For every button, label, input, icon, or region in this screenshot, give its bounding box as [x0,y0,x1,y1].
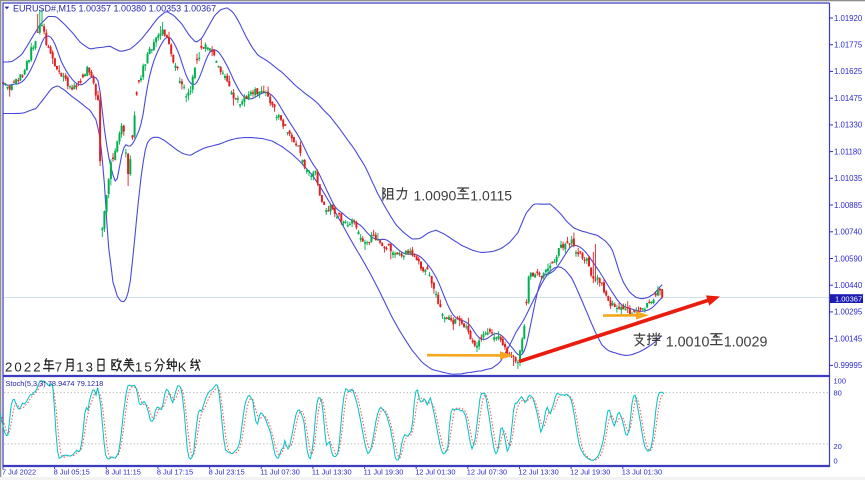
svg-text:1.01625: 1.01625 [834,67,863,76]
svg-text:13 Jul 01:30: 13 Jul 01:30 [622,468,662,477]
svg-text:EURUSD#,M15 1.00357 1.00380 1.: EURUSD#,M15 1.00357 1.00380 1.00353 1.00… [13,3,216,13]
svg-text:20: 20 [834,442,842,451]
svg-text:8 Jul 23:15: 8 Jul 23:15 [209,468,245,477]
svg-text:0.99995: 0.99995 [834,361,863,370]
svg-text:8 Jul 05:15: 8 Jul 05:15 [54,468,90,477]
svg-text:1.00145: 1.00145 [834,334,863,343]
svg-text:7: 7 [55,360,64,375]
svg-text:1.00440: 1.00440 [834,281,863,290]
svg-text:1.00295: 1.00295 [834,308,863,317]
svg-text:12 Jul 13:30: 12 Jul 13:30 [519,468,559,477]
svg-text:1.0115: 1.0115 [470,187,512,203]
svg-text:1.01330: 1.01330 [834,121,863,130]
svg-text:11 Jul 07:30: 11 Jul 07:30 [260,468,300,477]
svg-text:15: 15 [135,360,154,375]
svg-text:1.00590: 1.00590 [834,254,863,263]
svg-text:1.00740: 1.00740 [834,228,863,237]
svg-text:8 Jul 11:15: 8 Jul 11:15 [105,468,141,477]
svg-text:12 Jul 19:30: 12 Jul 19:30 [570,468,610,477]
svg-text:2022: 2022 [5,360,43,375]
svg-text:1.0090: 1.0090 [414,187,457,203]
svg-text:8 Jul 17:15: 8 Jul 17:15 [157,468,193,477]
svg-text:12 Jul 07:30: 12 Jul 07:30 [467,468,507,477]
svg-text:1.0010: 1.0010 [666,334,710,350]
svg-text:80: 80 [834,389,842,398]
svg-text:12 Jul 01:30: 12 Jul 01:30 [415,468,455,477]
svg-text:11 Jul 13:30: 11 Jul 13:30 [312,468,352,477]
svg-text:1.00885: 1.00885 [834,201,863,210]
svg-text:1.01920: 1.01920 [834,14,863,23]
svg-text:7 Jul 2022: 7 Jul 2022 [2,468,36,477]
svg-text:1.01775: 1.01775 [834,41,863,50]
svg-text:K: K [178,360,189,375]
svg-text:100: 100 [834,377,847,386]
svg-text:1.01035: 1.01035 [834,174,863,183]
svg-text:Stoch(5,3,3) 78.9474 79.1218: Stoch(5,3,3) 78.9474 79.1218 [6,379,104,388]
svg-text:0: 0 [834,457,838,466]
svg-text:13: 13 [76,360,95,375]
svg-text:1.01475: 1.01475 [834,94,863,103]
svg-text:11 Jul 19:30: 11 Jul 19:30 [364,468,404,477]
svg-text:1.0029: 1.0029 [724,334,768,350]
svg-text:1.01180: 1.01180 [834,147,862,156]
svg-text:1.00367: 1.00367 [835,294,862,303]
